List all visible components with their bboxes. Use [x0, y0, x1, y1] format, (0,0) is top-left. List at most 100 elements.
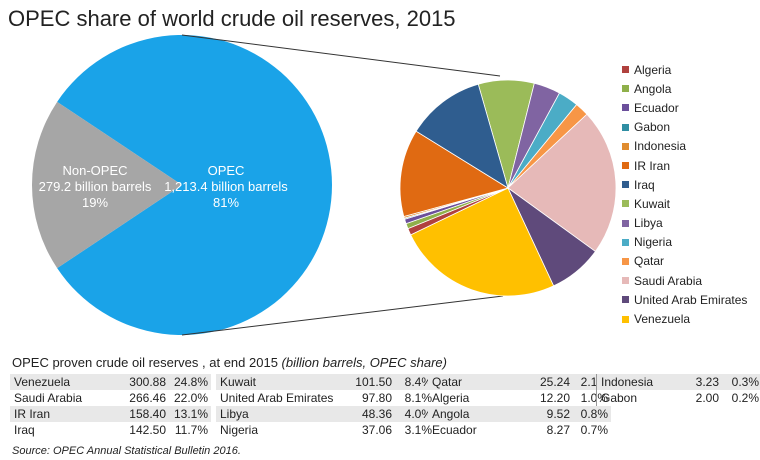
- main-pie: [31, 34, 332, 335]
- table-cell-value: 300.88: [129, 375, 166, 389]
- table-cell-value: 142.50: [129, 423, 166, 437]
- table-cell-name: Gabon: [601, 391, 638, 405]
- table-caption-main: OPEC proven crude oil reserves , at end …: [12, 355, 282, 370]
- table-row: Libya 48.36 4.0%: [216, 406, 435, 422]
- pie-slice-ir-iran: [399, 130, 509, 217]
- table-column: Indonesia 3.23 0.3% Gabon 2.00 0.2%: [596, 374, 760, 406]
- legend-swatch: [622, 200, 629, 208]
- main-pie-labels: Non-OPEC 279.2 billion barrels 19% OPEC …: [39, 163, 289, 210]
- table-row: Ecuador 8.27 0.7%: [428, 422, 611, 438]
- pie-slice-opec: [57, 34, 332, 335]
- table-row: Indonesia 3.23 0.3%: [597, 374, 760, 390]
- pie-slice-venezuela: [410, 187, 555, 297]
- table-cell-value: 158.40: [129, 407, 166, 421]
- legend-label: Libya: [634, 216, 663, 231]
- table-row: United Arab Emirates 97.80 8.1%: [216, 390, 435, 406]
- legend-label: Angola: [634, 81, 672, 96]
- table-row: Algeria 12.20 1.0%: [428, 390, 611, 406]
- table-cell-name: Kuwait: [220, 375, 257, 389]
- legend-item-ir-iran: IR Iran: [622, 156, 747, 175]
- legend-label: Indonesia: [634, 139, 687, 154]
- non-opec-label: Non-OPEC: [62, 163, 127, 178]
- table-row: Venezuela 300.88 24.8%: [10, 374, 211, 390]
- table-cell-value: 101.50: [355, 375, 392, 389]
- connector-lines: [181, 34, 504, 336]
- legend-item-saudi-arabia: Saudi Arabia: [622, 271, 747, 290]
- legend-label: IR Iran: [634, 158, 671, 173]
- table-row: IR Iran 158.40 13.1%: [10, 406, 211, 422]
- legend-swatch: [622, 238, 629, 246]
- legend-swatch: [622, 181, 629, 189]
- legend-swatch: [622, 66, 629, 74]
- table-column: Kuwait 101.50 8.4% United Arab Emirates 97.8…: [216, 374, 435, 438]
- legend-label: Qatar: [634, 254, 665, 269]
- legend-label: United Arab Emirates: [634, 292, 748, 307]
- legend-swatch: [622, 162, 629, 170]
- table-cell-value: 9.52: [546, 407, 570, 421]
- legend-item-angola: Angola: [622, 79, 747, 98]
- non-opec-value: 279.2 billion barrels: [39, 179, 152, 194]
- table-cell-share: 0.2%: [731, 391, 759, 405]
- source-note: Source: OPEC Annual Statistical Bulletin…: [12, 445, 241, 457]
- table-cell-name: Ecuador: [432, 423, 477, 437]
- legend-item-united-arab-emirates: United Arab Emirates: [622, 290, 747, 309]
- table-cell-value: 25.24: [539, 375, 570, 389]
- connector-line-bottom: [181, 295, 504, 336]
- table-row: Iraq 142.50 11.7%: [10, 422, 211, 438]
- legend-item-algeria: Algeria: [622, 60, 747, 79]
- pie-slice-non-opec: [31, 101, 182, 269]
- table-cell-share: 4.0%: [404, 407, 432, 421]
- table-cell-name: Saudi Arabia: [14, 391, 83, 405]
- legend-label: Iraq: [634, 177, 655, 192]
- legend-swatch: [622, 85, 629, 93]
- table-cell-value: 2.00: [695, 391, 719, 405]
- legend-item-gabon: Gabon: [622, 118, 747, 137]
- pie-slice-iraq: [415, 83, 509, 189]
- table-cell-share: 24.8%: [173, 375, 208, 389]
- table-cell-name: Nigeria: [220, 423, 259, 437]
- table-row: Saudi Arabia 266.46 22.0%: [10, 390, 211, 406]
- legend-label: Nigeria: [634, 235, 673, 250]
- table-cell-name: Qatar: [432, 375, 463, 389]
- table-cell-name: Angola: [432, 407, 470, 421]
- table-caption-units: (billion barrels, OPEC share): [281, 355, 447, 370]
- legend-item-libya: Libya: [622, 214, 747, 233]
- table-cell-value: 266.46: [129, 391, 166, 405]
- table-cell-value: 37.06: [361, 423, 392, 437]
- legend-swatch: [622, 315, 629, 323]
- legend-label: Saudi Arabia: [634, 273, 703, 288]
- table-caption: OPEC proven crude oil reserves , at end …: [12, 355, 447, 370]
- connector-line-top: [181, 34, 501, 77]
- legend-label: Gabon: [634, 120, 671, 135]
- opec-breakdown-pie: [399, 79, 617, 297]
- opec-share: 81%: [213, 195, 239, 210]
- table-cell-value: 12.20: [539, 391, 570, 405]
- table-cell-share: 13.1%: [173, 407, 208, 421]
- legend-swatch: [622, 257, 629, 265]
- table-row: Angola 9.52 0.8%: [428, 406, 611, 422]
- non-opec-share: 19%: [82, 195, 108, 210]
- table-cell-share: 1.0%: [580, 391, 608, 405]
- table-cell-value: 3.23: [695, 375, 719, 389]
- legend-label: Ecuador: [634, 100, 679, 115]
- legend-swatch: [622, 123, 629, 131]
- legend-item-iraq: Iraq: [622, 175, 747, 194]
- legend-item-nigeria: Nigeria: [622, 233, 747, 252]
- table-cell-value: 48.36: [361, 407, 392, 421]
- table-column: Qatar 25.24 2.1% Algeria 12.20 1.0% Angola 9.52…: [428, 374, 611, 438]
- table-cell-name: Indonesia: [601, 375, 654, 389]
- legend-item-venezuela: Venezuela: [622, 309, 747, 328]
- table-cell-share: 8.4%: [404, 375, 432, 389]
- legend-label: Algeria: [634, 62, 672, 77]
- table-cell-name: Venezuela: [14, 375, 71, 389]
- legend-label: Venezuela: [634, 312, 691, 327]
- legend-swatch: [622, 104, 629, 112]
- table-column: Venezuela 300.88 24.8% Saudi Arabia 266.46 22…: [10, 374, 211, 438]
- pie-slice-saudi-arabia: [507, 113, 617, 253]
- table-cell-share: 3.1%: [404, 423, 432, 437]
- legend-swatch: [622, 277, 629, 285]
- legend-item-indonesia: Indonesia: [622, 137, 747, 156]
- legend-label: Kuwait: [634, 196, 671, 211]
- table-cell-share: 22.0%: [173, 391, 208, 405]
